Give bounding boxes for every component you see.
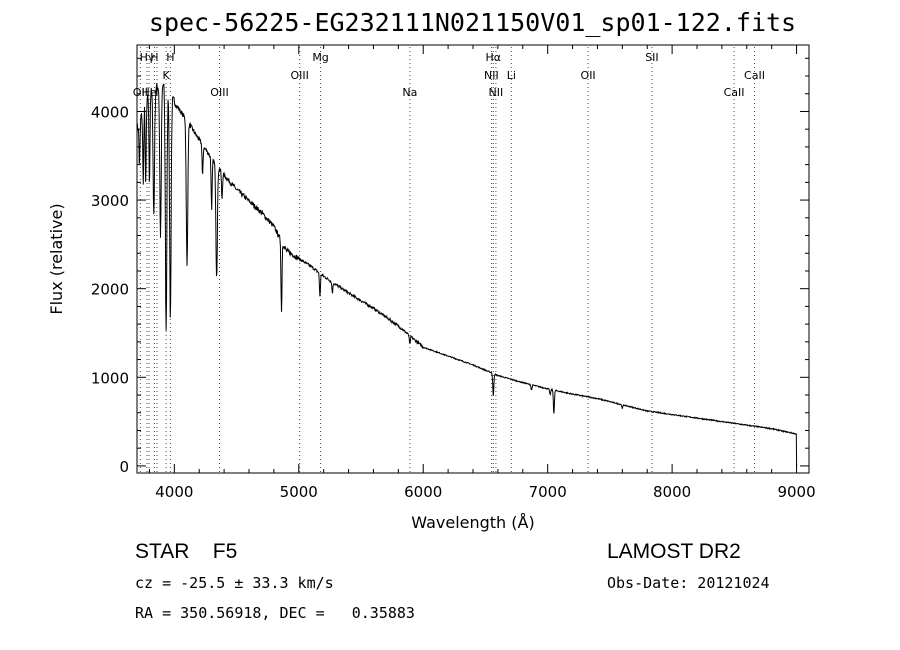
object-class: STAR: [135, 540, 190, 563]
line-marker-label: NII: [484, 69, 499, 82]
line-marker-label: Hα: [486, 51, 502, 64]
redshift-line: cz = -25.5 ± 33.3 km/s: [135, 574, 334, 592]
y-tick-label: 3000: [91, 192, 129, 210]
line-marker-label: Mg: [312, 51, 328, 64]
line-marker-label: H: [166, 51, 174, 64]
line-marker-label: CaII: [724, 86, 745, 99]
y-tick-label: 4000: [91, 103, 129, 121]
x-tick-label: 4000: [155, 483, 193, 501]
line-marker-label: K: [163, 69, 171, 82]
y-tick-label: 2000: [91, 281, 129, 299]
line-marker-label: OIII: [290, 69, 308, 82]
x-tick-label: 8000: [653, 483, 691, 501]
line-marker-label: He: [142, 86, 157, 99]
y-tick-label: 0: [119, 458, 129, 476]
x-axis-label: Wavelength (Å): [411, 513, 534, 532]
page-title: spec-56225-EG232111N021150V01_sp01-122.f…: [148, 8, 797, 37]
y-tick-label: 1000: [91, 369, 129, 387]
obs-date: Obs-Date: 20121024: [607, 574, 770, 592]
ra-dec-line: RA = 350.56918, DEC = 0.35883: [135, 604, 415, 622]
x-tick-label: 5000: [280, 483, 318, 501]
y-axis-label: Flux (relative): [47, 203, 66, 314]
classification-line: STAR F5: [135, 540, 237, 564]
line-marker-label: Hγ: [140, 51, 155, 64]
line-marker-label: H: [150, 51, 158, 64]
line-marker-label: Li: [507, 69, 516, 82]
line-marker-label: I: [155, 86, 158, 99]
x-tick-label: 6000: [404, 483, 442, 501]
line-marker-label: Na: [402, 86, 417, 99]
line-marker-label: NII: [489, 86, 504, 99]
axis-ticks: 4000 5000 6000 7000 8000 9000 0 1000 2000 3000 400…: [91, 45, 816, 501]
line-marker-label: OII: [581, 69, 596, 82]
x-tick-label: 9000: [777, 483, 815, 501]
line-marker-label: SII: [645, 51, 658, 64]
subclass: F5: [212, 540, 238, 563]
line-marker-label: OIII: [210, 86, 228, 99]
spectrum-line: [136, 82, 798, 466]
x-tick-label: 7000: [529, 483, 567, 501]
plot-frame: [136, 44, 810, 474]
line-marker-label: CaII: [744, 69, 765, 82]
survey-name: LAMOST DR2: [607, 540, 741, 563]
